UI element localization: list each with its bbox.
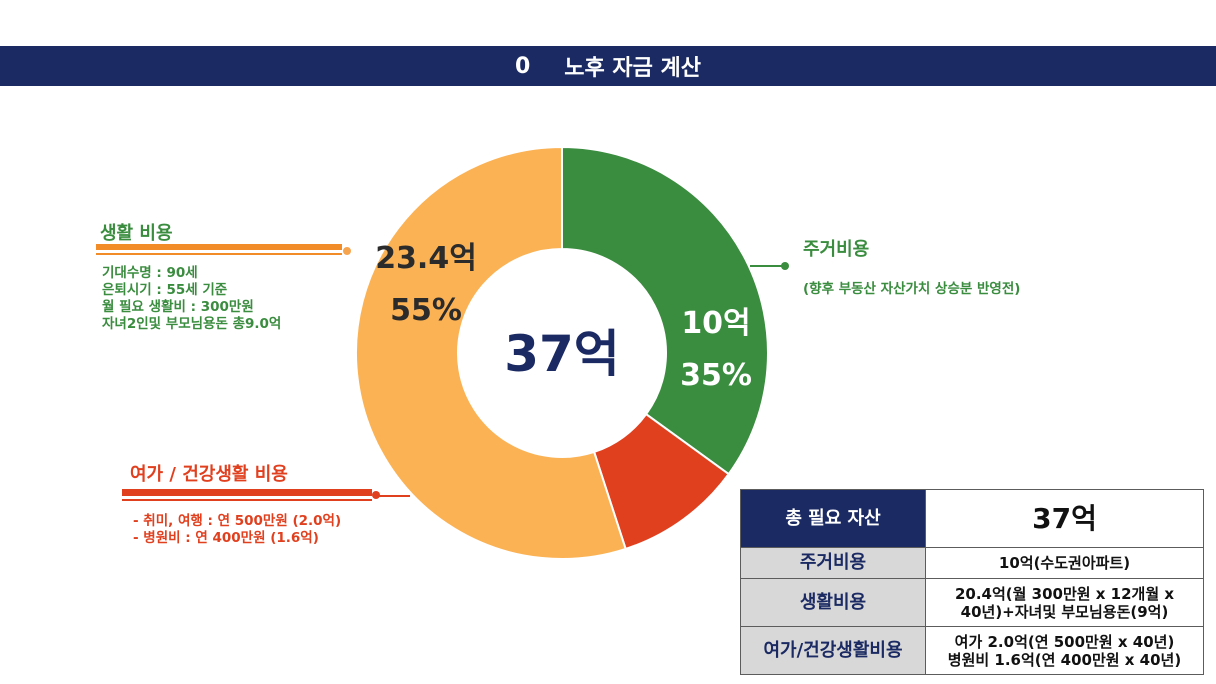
leisure-detail-line: - 취미, 여행 : 연 500만원 (2.0억) xyxy=(133,513,342,529)
donut-slice xyxy=(355,145,627,560)
leisure-legend-bar-underline xyxy=(122,499,372,501)
table-value-line: 여가 2.0억(연 500만원 x 40년) xyxy=(954,632,1175,651)
living-detail-line: 은퇴시기 : 55세 기준 xyxy=(102,282,228,298)
living-legend-title: 생활 비용 xyxy=(100,223,173,244)
living-legend-bar-underline xyxy=(96,253,342,255)
table-row-label: 생활비용 xyxy=(740,578,926,627)
leisure-detail-list: - 취미, 여행 : 연 500만원 (2.0억) - 병원비 : 연 400만… xyxy=(133,513,341,547)
page-title: 노후 자금 계산 xyxy=(564,56,702,81)
donut-center-label: 37억 xyxy=(504,325,620,383)
living-leader-dot xyxy=(342,246,352,256)
table-row-label: 여가/건강생활비용 xyxy=(740,626,926,675)
table-row-value: 37억 xyxy=(925,489,1204,548)
slice-value-label: 23.4억 xyxy=(375,241,477,276)
donut-slice xyxy=(561,145,769,476)
table-row-value: 여가 2.0억(연 500만원 x 40년) 병원비 1.6억(연 400만원 … xyxy=(925,626,1204,675)
living-legend-bar xyxy=(96,244,342,250)
table-value-line: 40년)+자녀및 부모님용돈(9억) xyxy=(960,602,1169,621)
leisure-leader-dot xyxy=(372,491,380,499)
leisure-legend-title: 여가 / 건강생활 비용 xyxy=(130,464,288,485)
table-row-value: 20.4억(월 300만원 x 12개월 x 40년)+자녀및 부모님용돈(9억… xyxy=(925,578,1204,627)
leisure-detail-line: - 병원비 : 연 400만원 (1.6억) xyxy=(133,530,319,546)
table-row-label: 주거비용 xyxy=(740,547,926,579)
living-detail-line: 자녀2인및 부모님용돈 총9.0억 xyxy=(102,316,282,332)
leisure-leader-line xyxy=(376,495,410,497)
slice-percent-label: 55% xyxy=(390,293,462,328)
housing-legend-note: (향후 부동산 자산가치 상승분 반영전) xyxy=(803,281,1021,297)
table-row: 여가/건강생활비용 여가 2.0억(연 500만원 x 40년) 병원비 1.6… xyxy=(740,626,1204,675)
slice-percent-label: 35% xyxy=(680,358,752,393)
table-value-line: 병원비 1.6억(연 400만원 x 40년) xyxy=(947,650,1182,669)
table-row: 총 필요 자산 37억 xyxy=(740,489,1204,548)
housing-legend-title: 주거비용 xyxy=(803,239,870,260)
housing-leader-dot xyxy=(781,262,789,270)
table-row-label: 총 필요 자산 xyxy=(740,489,926,548)
living-detail-line: 기대수명 : 90세 xyxy=(102,265,198,281)
housing-leader-line xyxy=(750,265,786,267)
table-row: 주거비용 10억(수도권아파트) xyxy=(740,547,1204,579)
living-detail-line: 월 필요 생활비 : 300만원 xyxy=(102,299,254,315)
title-banner: 0 노후 자금 계산 xyxy=(0,46,1216,86)
leisure-legend-bar xyxy=(122,489,372,496)
slice-value-label: 10억 xyxy=(681,306,750,341)
section-number: 0 xyxy=(514,53,531,79)
summary-table: 총 필요 자산 37억 주거비용 10억(수도권아파트) 생활비용 20.4억(… xyxy=(740,489,1204,675)
table-row-value: 10억(수도권아파트) xyxy=(925,547,1204,579)
living-detail-list: 기대수명 : 90세 은퇴시기 : 55세 기준 월 필요 생활비 : 300만… xyxy=(102,265,281,333)
table-value-line: 20.4억(월 300만원 x 12개월 x xyxy=(954,584,1175,603)
table-row: 생활비용 20.4억(월 300만원 x 12개월 x 40년)+자녀및 부모님… xyxy=(740,578,1204,627)
